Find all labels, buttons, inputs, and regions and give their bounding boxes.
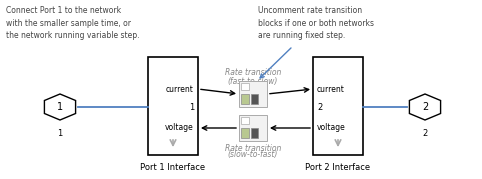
Text: current: current [166,84,194,93]
Bar [252,94,257,104]
Text: Port 1 Interface: Port 1 Interface [140,163,205,172]
Text: (slow-to-fast): (slow-to-fast) [228,150,278,159]
Text: 1: 1 [189,103,194,112]
Text: voltage: voltage [317,124,346,132]
Text: Rate transition: Rate transition [225,144,281,153]
Bar [241,117,249,124]
Bar [239,115,267,141]
Bar [239,81,267,107]
Text: Uncomment rate transition
blocks if one or both networks
are running fixed step.: Uncomment rate transition blocks if one … [258,6,374,40]
Text: 1: 1 [57,102,63,112]
Text: (fast-to-slow): (fast-to-slow) [228,77,278,86]
Text: Rate transition: Rate transition [225,68,281,77]
Bar [148,57,198,155]
Text: Connect Port 1 to the network
with the smaller sample time, or
the network runni: Connect Port 1 to the network with the s… [6,6,139,40]
Text: 2: 2 [422,129,428,138]
Bar [313,57,363,155]
Text: voltage: voltage [165,124,194,132]
Bar [241,94,249,104]
Text: 2: 2 [422,102,428,112]
Text: Port 2 Interface: Port 2 Interface [306,163,371,172]
Bar [241,83,249,90]
Bar [252,128,257,138]
Bar [241,128,249,138]
Text: current: current [317,84,345,93]
Text: 2: 2 [317,103,322,112]
Text: 1: 1 [57,129,63,138]
